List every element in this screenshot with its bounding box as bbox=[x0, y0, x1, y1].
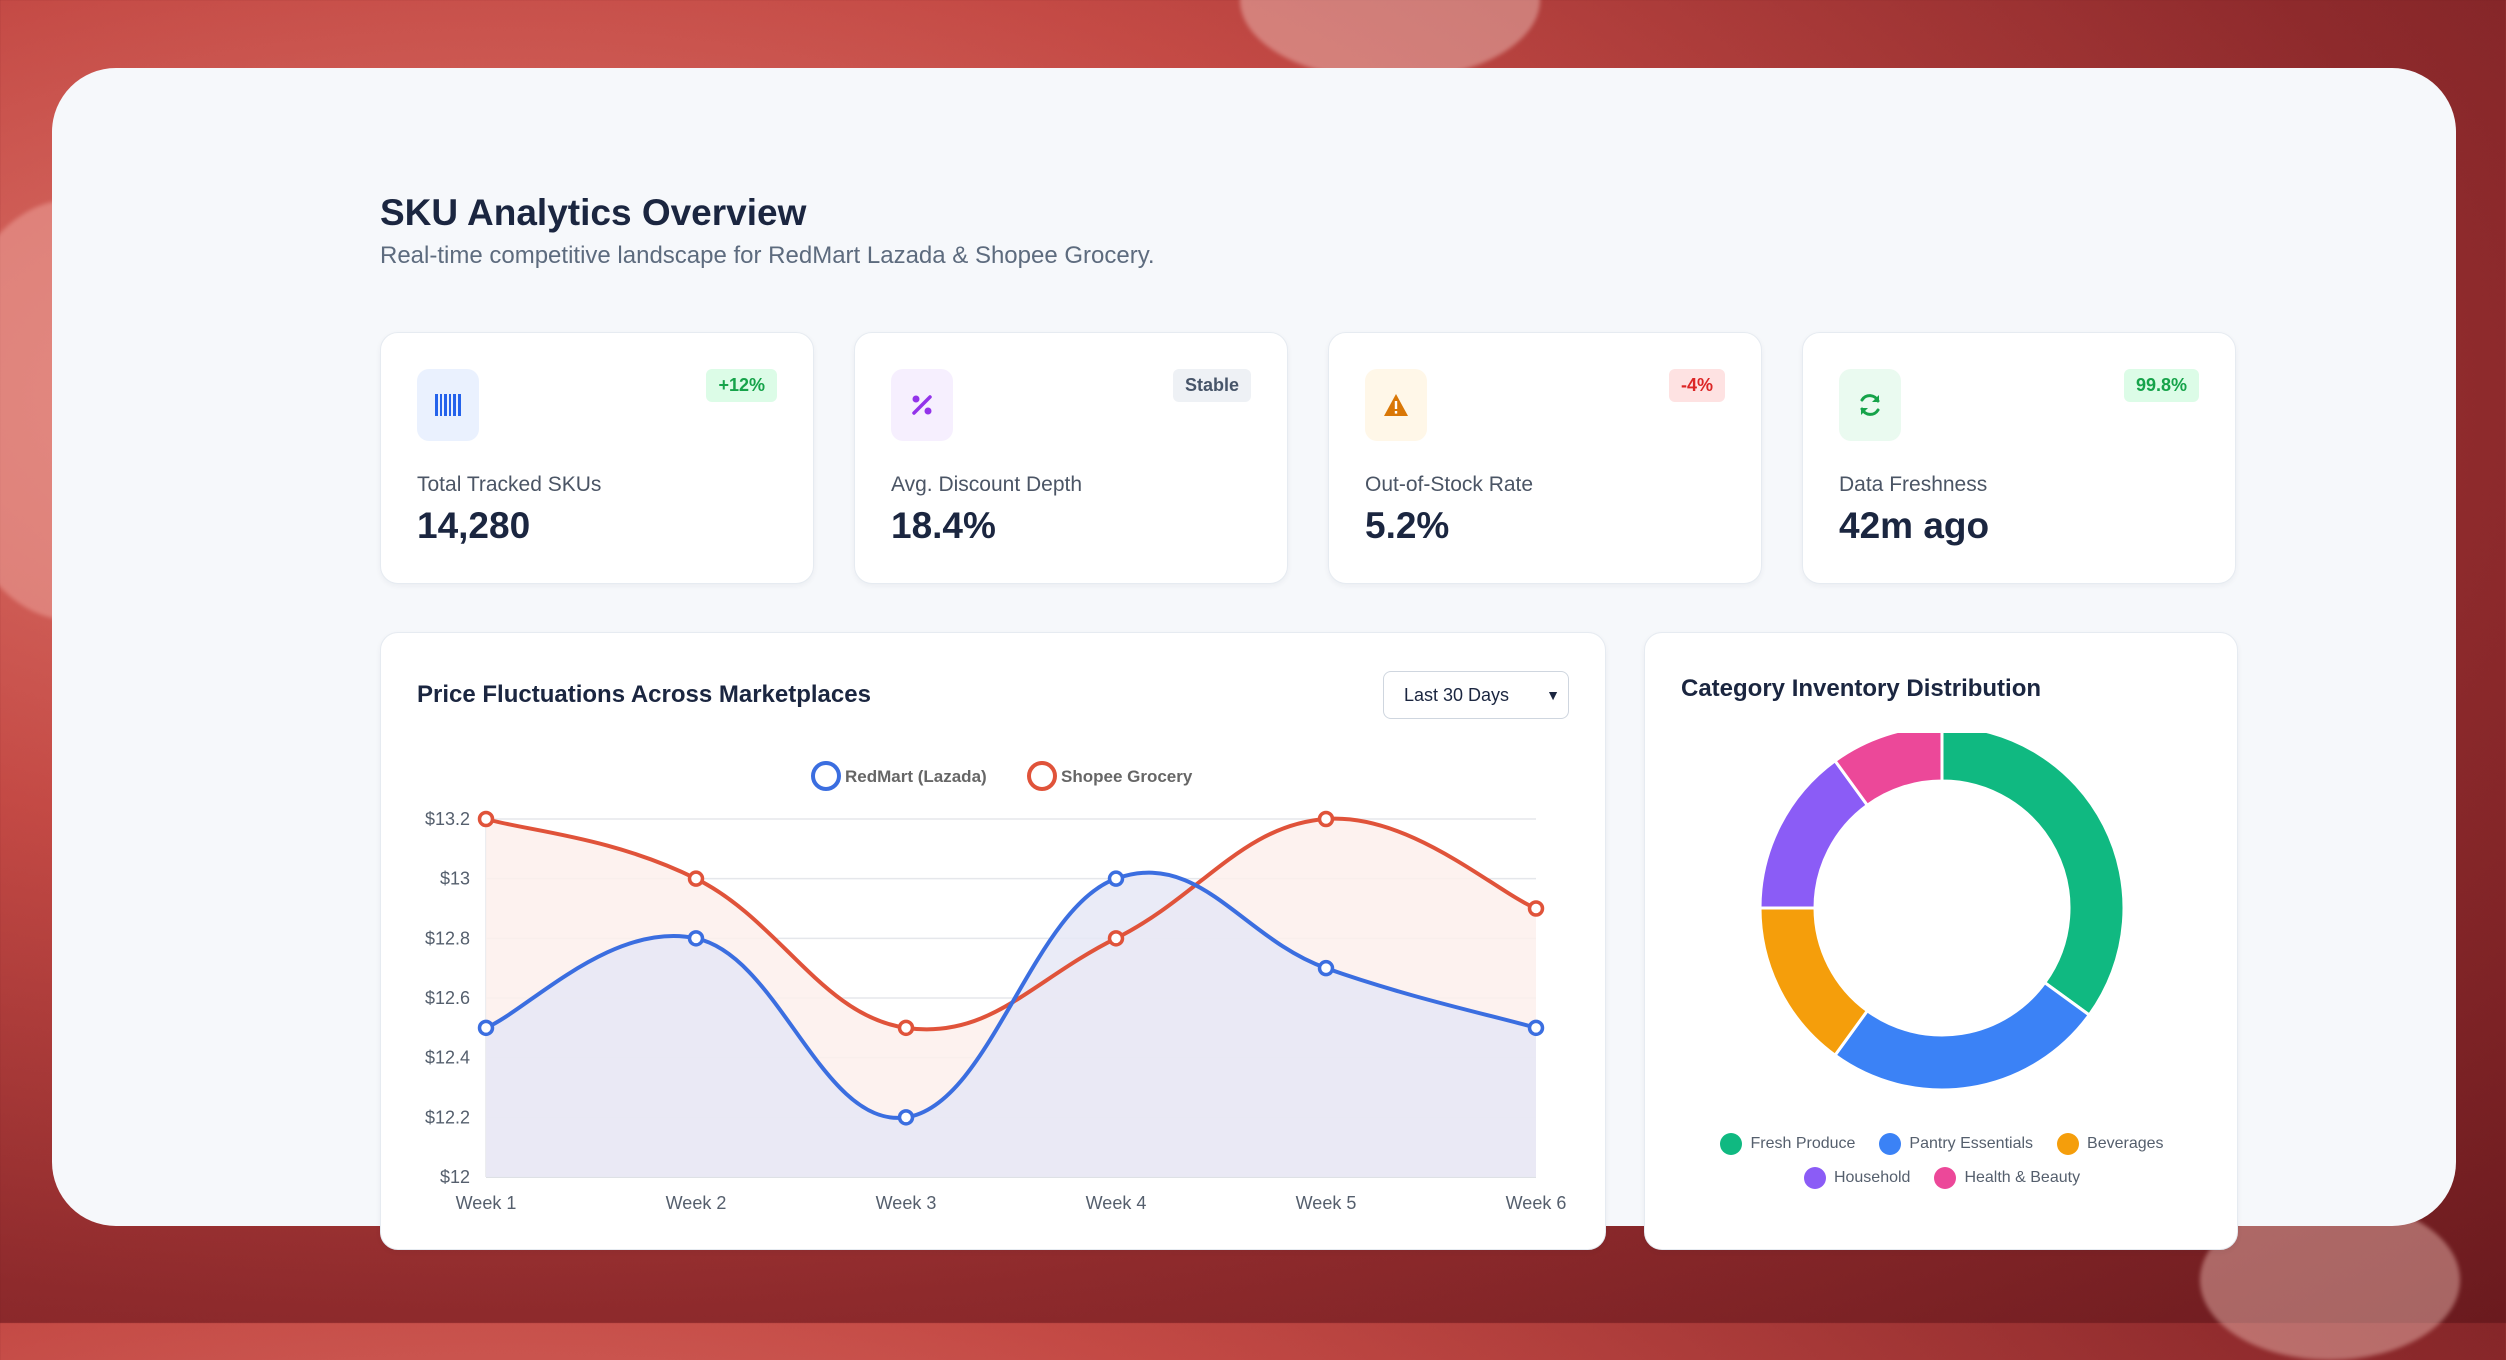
donut-legend: Fresh Produce Pantry Essentials Beverages H… bbox=[1685, 1133, 2199, 1189]
y-tick-label: $13.2 bbox=[425, 809, 470, 829]
data-point bbox=[1527, 900, 1545, 917]
legend-item[interactable]: Health & Beauty bbox=[1934, 1167, 2080, 1189]
kpi-label: Total Tracked SKUs bbox=[417, 473, 602, 496]
kpi-value: 14,280 bbox=[417, 505, 531, 546]
category-chart-title: Category Inventory Distribution bbox=[1681, 675, 2042, 702]
x-tick-label: Week 3 bbox=[876, 1193, 937, 1213]
percent-icon bbox=[912, 395, 932, 415]
dashboard-panel: SKU Analytics Overview Real-time competi… bbox=[52, 68, 2456, 1250]
legend-item[interactable]: Beverages bbox=[2057, 1133, 2164, 1155]
price-chart-title: Price Fluctuations Across Marketplaces bbox=[417, 681, 871, 708]
kpi-card-data-freshness: 99.8% Data Freshness 42m ago bbox=[1802, 332, 2236, 584]
y-tick-label: $12.8 bbox=[425, 928, 470, 948]
series-line bbox=[485, 816, 1537, 1032]
x-tick-label: Week 5 bbox=[1296, 1193, 1357, 1213]
kpi-icon-box bbox=[1839, 369, 1901, 441]
kpi-badge: Stable bbox=[1172, 369, 1251, 402]
y-tick-label: $12.6 bbox=[425, 988, 470, 1008]
chevron-down-icon: ▼ bbox=[1546, 687, 1560, 703]
legend-label: RedMart (Lazada) bbox=[845, 767, 987, 786]
refresh-icon bbox=[1860, 394, 1880, 416]
x-tick-label: Week 1 bbox=[456, 1193, 517, 1213]
kpi-icon-box bbox=[891, 369, 953, 441]
category-donut-chart bbox=[1758, 733, 2126, 1092]
kpi-card-discount-depth: Stable Avg. Discount Depth 18.4% bbox=[854, 332, 1288, 584]
data-point bbox=[1107, 930, 1125, 947]
legend-label: Beverages bbox=[2087, 1135, 2164, 1152]
price-chart-card: Price Fluctuations Across Marketplaces L… bbox=[380, 632, 1606, 1250]
x-tick-label: Week 2 bbox=[666, 1193, 727, 1213]
kpi-badge: -4% bbox=[1668, 369, 1725, 402]
kpi-label: Avg. Discount Depth bbox=[891, 473, 1083, 496]
kpi-label: Out-of-Stock Rate bbox=[1365, 473, 1534, 496]
kpi-value: 18.4% bbox=[891, 505, 996, 546]
legend-label: Household bbox=[1833, 1169, 1911, 1186]
donut-slice bbox=[1832, 980, 2092, 1092]
legend-marker bbox=[811, 761, 841, 791]
legend-swatch bbox=[2057, 1133, 2080, 1155]
y-tick-label: $12 bbox=[440, 1167, 470, 1187]
kpi-card-total-skus: +12% Total Tracked SKUs 14,280 bbox=[380, 332, 814, 584]
price-line-chart: $12 $12.2 $12.4 $12.6 $12.8 $13 $13.2 Week 1 Wee… bbox=[425, 761, 1567, 1213]
x-tick-label: Week 6 bbox=[1506, 1193, 1567, 1213]
page-subtitle: Real-time competitive landscape for RedM… bbox=[380, 242, 1155, 269]
donut-slice bbox=[1832, 733, 1944, 808]
data-point bbox=[1317, 810, 1335, 828]
donut-slice bbox=[1758, 906, 1870, 1058]
legend-swatch bbox=[1803, 1167, 1826, 1189]
kpi-icon-box bbox=[1365, 369, 1427, 441]
data-point bbox=[1527, 1019, 1545, 1037]
page-title: SKU Analytics Overview bbox=[380, 192, 807, 233]
data-point bbox=[687, 870, 705, 887]
warning-icon bbox=[1384, 394, 1408, 416]
data-point bbox=[1107, 870, 1125, 887]
kpi-value: 42m ago bbox=[1839, 505, 1990, 546]
y-tick-label: $12.4 bbox=[425, 1048, 470, 1068]
x-tick-label: Week 4 bbox=[1086, 1193, 1147, 1213]
legend-marker bbox=[1027, 761, 1057, 791]
data-point bbox=[477, 810, 495, 828]
kpi-value: 5.2% bbox=[1365, 505, 1450, 546]
kpi-icon-box bbox=[417, 369, 479, 441]
date-range-value: Last 30 Days bbox=[1404, 684, 1510, 705]
legend-label: Shopee Grocery bbox=[1061, 767, 1193, 786]
kpi-badge: +12% bbox=[706, 369, 777, 402]
legend-label: Fresh Produce bbox=[1750, 1135, 1856, 1152]
legend-label: Pantry Essentials bbox=[1909, 1135, 2034, 1152]
legend-item[interactable]: Household bbox=[1803, 1167, 1911, 1189]
donut-slice bbox=[1940, 733, 2126, 1018]
y-tick-label: $13 bbox=[440, 869, 470, 889]
y-tick-label: $12.2 bbox=[425, 1107, 470, 1127]
data-point bbox=[897, 1109, 915, 1126]
legend-item[interactable]: Pantry Essentials bbox=[1879, 1133, 2033, 1155]
legend-item[interactable]: Fresh Produce bbox=[1720, 1133, 1855, 1155]
data-point bbox=[477, 1019, 495, 1037]
legend-swatch bbox=[1934, 1167, 1957, 1189]
kpi-badge: 99.8% bbox=[2123, 369, 2199, 402]
data-point bbox=[897, 1019, 915, 1037]
data-point bbox=[687, 930, 705, 947]
barcode-icon bbox=[435, 394, 461, 416]
date-range-select[interactable]: Last 30 Days ▼ bbox=[1383, 671, 1569, 719]
data-point bbox=[1317, 959, 1335, 977]
kpi-label: Data Freshness bbox=[1839, 473, 1988, 496]
category-chart-card: Category Inventory Distribution Fresh Pr… bbox=[1644, 632, 2238, 1250]
legend-label: Health & Beauty bbox=[1964, 1169, 2081, 1186]
series-area bbox=[486, 872, 1536, 1177]
legend-swatch bbox=[1879, 1133, 1902, 1155]
kpi-card-out-of-stock: -4% Out-of-Stock Rate 5.2% bbox=[1328, 332, 1762, 584]
legend-swatch bbox=[1720, 1133, 1743, 1155]
